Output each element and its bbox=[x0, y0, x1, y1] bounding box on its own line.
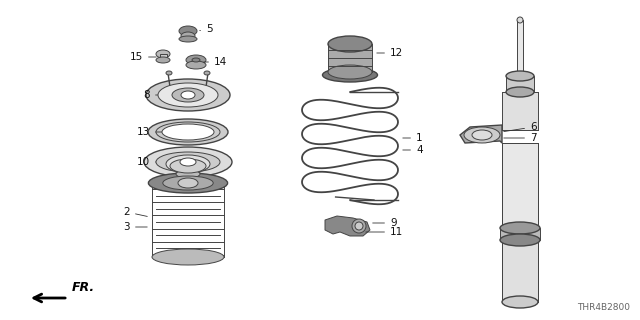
Text: 11: 11 bbox=[366, 227, 403, 237]
Text: 3: 3 bbox=[124, 222, 147, 232]
Ellipse shape bbox=[170, 159, 206, 173]
Polygon shape bbox=[460, 125, 502, 143]
Polygon shape bbox=[176, 166, 200, 174]
Bar bbox=[517, 20, 523, 92]
Ellipse shape bbox=[328, 65, 372, 79]
Bar bbox=[502, 92, 538, 130]
Text: 9: 9 bbox=[372, 218, 397, 228]
Polygon shape bbox=[153, 85, 167, 100]
Text: 6: 6 bbox=[504, 122, 536, 132]
Ellipse shape bbox=[180, 158, 196, 166]
Text: 4: 4 bbox=[403, 145, 422, 155]
Ellipse shape bbox=[162, 124, 214, 140]
Ellipse shape bbox=[181, 32, 195, 40]
Ellipse shape bbox=[176, 170, 200, 178]
Ellipse shape bbox=[323, 68, 378, 82]
Ellipse shape bbox=[517, 17, 523, 23]
Bar bbox=[502, 143, 538, 268]
Text: 14: 14 bbox=[204, 57, 227, 67]
Text: 15: 15 bbox=[130, 52, 156, 62]
Ellipse shape bbox=[152, 249, 224, 265]
Polygon shape bbox=[191, 60, 201, 65]
Ellipse shape bbox=[148, 173, 228, 193]
Ellipse shape bbox=[156, 152, 220, 172]
Ellipse shape bbox=[148, 119, 228, 145]
Ellipse shape bbox=[355, 222, 363, 230]
Bar bbox=[502, 240, 538, 302]
Text: 7: 7 bbox=[504, 133, 536, 143]
Bar bbox=[328, 44, 372, 72]
Ellipse shape bbox=[502, 296, 538, 308]
Ellipse shape bbox=[192, 58, 200, 62]
Ellipse shape bbox=[204, 71, 210, 75]
Ellipse shape bbox=[178, 178, 198, 188]
Ellipse shape bbox=[181, 91, 195, 99]
Ellipse shape bbox=[500, 234, 540, 246]
Text: 2: 2 bbox=[124, 207, 147, 217]
Text: 13: 13 bbox=[137, 127, 165, 137]
Polygon shape bbox=[500, 228, 540, 240]
Ellipse shape bbox=[352, 219, 366, 233]
Polygon shape bbox=[325, 216, 370, 236]
Polygon shape bbox=[506, 76, 534, 92]
Ellipse shape bbox=[166, 155, 210, 173]
Ellipse shape bbox=[179, 36, 197, 42]
Ellipse shape bbox=[328, 36, 372, 52]
Ellipse shape bbox=[163, 176, 213, 190]
Ellipse shape bbox=[500, 222, 540, 234]
Text: 1: 1 bbox=[403, 133, 422, 143]
Text: 5: 5 bbox=[200, 24, 212, 34]
Ellipse shape bbox=[146, 79, 230, 111]
Ellipse shape bbox=[156, 57, 170, 63]
Text: 12: 12 bbox=[377, 48, 403, 58]
Text: FR.: FR. bbox=[72, 281, 95, 294]
Ellipse shape bbox=[186, 55, 206, 65]
Ellipse shape bbox=[186, 61, 206, 69]
Ellipse shape bbox=[506, 87, 534, 97]
Ellipse shape bbox=[156, 50, 170, 58]
Ellipse shape bbox=[506, 71, 534, 81]
Polygon shape bbox=[209, 85, 223, 100]
Ellipse shape bbox=[179, 26, 197, 36]
Ellipse shape bbox=[166, 71, 172, 75]
Ellipse shape bbox=[144, 147, 232, 177]
Text: 8: 8 bbox=[143, 90, 164, 100]
Bar bbox=[159, 54, 166, 60]
Text: 10: 10 bbox=[137, 157, 163, 167]
Text: THR4B2800: THR4B2800 bbox=[577, 303, 630, 312]
Ellipse shape bbox=[464, 127, 500, 143]
Ellipse shape bbox=[472, 130, 492, 140]
Ellipse shape bbox=[172, 88, 204, 102]
Ellipse shape bbox=[158, 83, 218, 107]
